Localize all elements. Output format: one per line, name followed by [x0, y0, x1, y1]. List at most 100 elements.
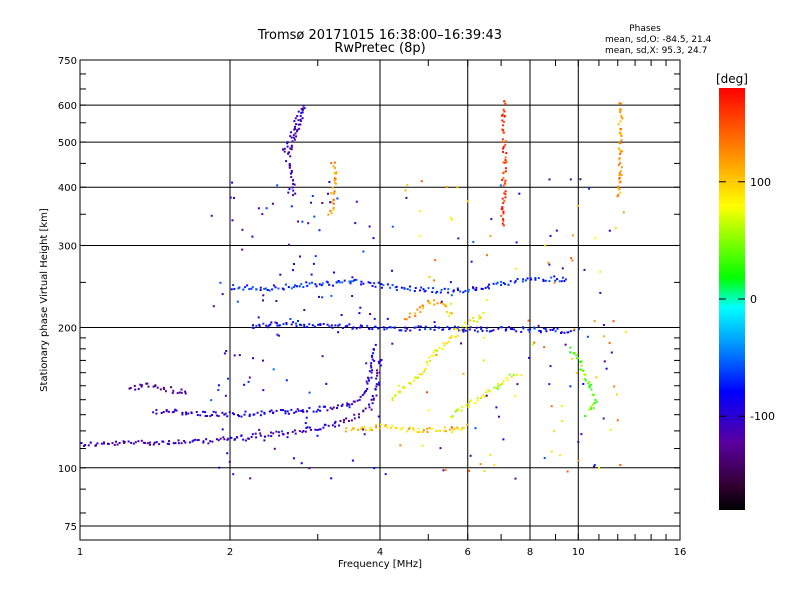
scatter-point: [478, 314, 481, 317]
scatter-point: [295, 285, 298, 288]
scatter-point: [260, 410, 263, 413]
scatter-point: [591, 403, 594, 406]
scatter-point: [504, 190, 507, 193]
scatter-point: [390, 326, 393, 329]
scatter-point: [502, 202, 505, 205]
scatter-point: [460, 342, 463, 345]
scatter-point: [404, 189, 407, 192]
scatter-point: [482, 312, 485, 314]
scatter-point: [369, 426, 372, 429]
scatter-point: [290, 176, 293, 179]
scatter-point: [499, 383, 502, 386]
scatter-point: [571, 259, 574, 262]
scatter-point: [113, 443, 116, 446]
scatter-point: [297, 320, 299, 322]
scatter-point: [552, 327, 555, 330]
scatter-point: [391, 269, 393, 272]
scatter-point: [469, 400, 472, 403]
scatter-point: [310, 201, 312, 204]
chart-subtitle: RwPretec (8p): [334, 41, 426, 56]
scatter-point: [534, 277, 537, 280]
scatter-point: [521, 280, 524, 283]
scatter-point: [339, 420, 342, 422]
scatter-point: [436, 429, 439, 432]
scatter-point: [588, 381, 591, 384]
scatter-point: [373, 317, 376, 320]
scatter-point: [496, 281, 499, 284]
scatter-point: [347, 403, 350, 406]
scatter-point: [417, 427, 420, 430]
scatter-point: [414, 312, 417, 315]
scatter-point: [475, 326, 478, 329]
scatter-point: [372, 237, 375, 240]
scatter-point: [442, 429, 445, 432]
scatter-point: [548, 178, 551, 181]
scatter-point: [487, 389, 490, 392]
scatter-point: [459, 290, 462, 293]
scatter-point: [223, 413, 226, 416]
scatter-point: [397, 384, 400, 387]
scatter-point: [448, 336, 451, 339]
scatter-point: [300, 283, 303, 286]
scatter-point: [337, 280, 340, 282]
scatter-point: [490, 218, 493, 221]
scatter-point: [530, 278, 533, 281]
scatter-point: [140, 384, 143, 387]
scatter-point: [188, 441, 191, 444]
scatter-point: [617, 163, 620, 166]
scatter-point: [500, 284, 503, 286]
scatter-point: [464, 329, 467, 332]
scatter-point: [415, 431, 418, 434]
scatter-point: [209, 415, 212, 418]
scatter-point: [286, 145, 289, 148]
scatter-point: [257, 207, 260, 210]
scatter-point: [372, 352, 375, 355]
scatter-point: [166, 442, 169, 445]
scatter-point: [544, 279, 547, 282]
scatter-point: [476, 320, 479, 323]
scatter-point: [301, 220, 304, 223]
scatter-point: [413, 379, 415, 382]
x-tick-label: 10: [572, 547, 585, 558]
scatter-point: [358, 398, 361, 401]
scatter-point: [302, 107, 304, 110]
scatter-point: [447, 291, 450, 294]
scatter-point: [302, 286, 305, 288]
scatter-point: [332, 406, 335, 409]
scatter-point: [418, 328, 421, 331]
scatter-point: [502, 212, 505, 215]
scatter-point: [295, 322, 298, 325]
scatter-point: [463, 426, 465, 429]
scatter-point: [359, 324, 362, 327]
scatter-point: [282, 148, 284, 151]
scatter-point: [361, 426, 364, 429]
scatter-point: [618, 178, 621, 180]
scatter-point: [451, 415, 454, 418]
scatter-point: [152, 443, 155, 446]
scatter-point: [292, 189, 295, 192]
scatter-point: [383, 328, 386, 331]
scatter-point: [238, 415, 241, 418]
scatter-point: [224, 412, 227, 415]
scatter-point: [618, 172, 621, 174]
scatter-point: [299, 323, 301, 326]
scatter-point: [303, 309, 306, 311]
scatter-point: [550, 276, 553, 279]
plot-grid: [80, 60, 680, 540]
scatter-point: [326, 323, 329, 326]
scatter-point: [232, 473, 235, 476]
scatter-point: [377, 415, 380, 418]
scatter-point: [325, 280, 328, 283]
scatter-point: [233, 413, 235, 416]
scatter-point: [501, 222, 504, 225]
scatter-point: [253, 413, 256, 416]
scatter-point: [348, 406, 351, 409]
scatter-point: [217, 415, 220, 418]
scatter-point: [336, 197, 339, 200]
scatter-point: [498, 415, 500, 418]
y-tick-label: 300: [58, 241, 77, 252]
scatter-point: [612, 320, 615, 323]
scatter-point: [380, 286, 383, 289]
scatter-point: [308, 407, 311, 409]
scatter-point: [501, 382, 504, 385]
